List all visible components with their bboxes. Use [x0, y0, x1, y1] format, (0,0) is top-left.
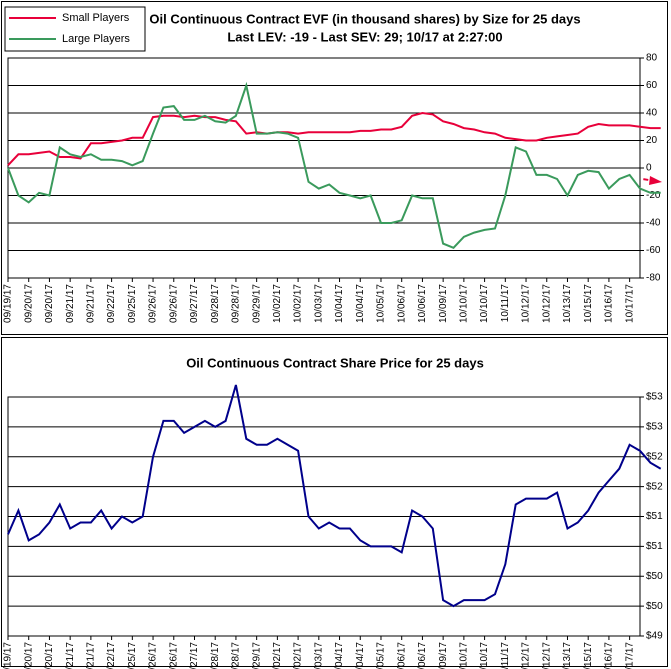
y-tick-label: $50 [646, 601, 663, 612]
x-tick-label: 10/05/17 [376, 642, 387, 669]
y-tick-label: $51 [646, 511, 663, 522]
y-tick-label: -60 [646, 245, 661, 256]
x-tick-label: 09/20/17 [23, 642, 34, 669]
chart-title: Oil Continuous Contract Share Price for … [186, 355, 484, 370]
x-tick-label: 09/22/17 [106, 284, 117, 323]
x-tick-label: 09/21/17 [86, 284, 97, 323]
x-tick-label: 10/02/17 [272, 284, 283, 323]
x-tick-label: 09/28/17 [210, 642, 221, 669]
x-tick-label: 10/10/17 [459, 642, 470, 669]
legend-label: Large Players [62, 33, 130, 45]
x-tick-label: 10/04/17 [355, 642, 366, 669]
x-tick-label: 09/27/17 [189, 284, 200, 323]
y-tick-label: $49 [646, 631, 663, 642]
x-tick-label: 10/11/17 [500, 642, 511, 669]
x-tick-label: 10/12/17 [541, 284, 552, 323]
y-tick-label: 40 [646, 108, 658, 119]
x-tick-label: 10/05/17 [376, 284, 387, 323]
x-tick-label: 10/04/17 [334, 642, 345, 669]
x-tick-label: 10/06/17 [417, 642, 428, 669]
x-tick-label: 09/25/17 [127, 284, 138, 323]
x-tick-label: 09/25/17 [127, 642, 138, 669]
chart-title: Oil Continuous Contract EVF (in thousand… [149, 11, 580, 26]
x-tick-label: 10/06/17 [396, 642, 407, 669]
x-tick-label: 09/26/17 [168, 642, 179, 669]
x-tick-label: 10/02/17 [272, 642, 283, 669]
x-tick-label: 10/13/17 [562, 642, 573, 669]
x-tick-label: 10/16/17 [604, 284, 615, 323]
legend-label: Small Players [62, 12, 130, 24]
panel-border [1, 1, 668, 335]
x-tick-label: 10/17/17 [624, 642, 635, 669]
y-tick-label: 80 [646, 53, 658, 64]
y-tick-label: $52 [646, 451, 663, 462]
x-tick-label: 10/06/17 [396, 284, 407, 323]
x-tick-label: 10/11/17 [500, 284, 511, 323]
x-tick-label: 10/02/17 [293, 284, 304, 323]
trend-arrow [649, 176, 662, 185]
x-tick-label: 09/21/17 [65, 642, 76, 669]
y-tick-label: -20 [646, 190, 661, 201]
series-line [7, 111, 661, 166]
x-tick-label: 10/04/17 [334, 284, 345, 323]
x-tick-label: 09/20/17 [44, 642, 55, 669]
x-tick-label: 09/26/17 [148, 642, 159, 669]
x-tick-label: 10/17/17 [624, 284, 635, 323]
y-tick-label: -80 [646, 273, 661, 284]
y-tick-label: $51 [646, 541, 663, 552]
x-tick-label: 10/10/17 [479, 642, 490, 669]
x-tick-label: 10/12/17 [521, 642, 532, 669]
y-tick-label: $53 [646, 422, 663, 433]
x-tick-label: 09/28/17 [231, 642, 242, 669]
x-tick-label: 10/10/17 [479, 284, 490, 323]
y-tick-label: $52 [646, 481, 663, 492]
y-tick-label: $53 [646, 392, 663, 403]
x-tick-label: 09/19/17 [3, 642, 14, 669]
x-tick-label: 09/27/17 [189, 642, 200, 669]
x-tick-label: 10/04/17 [355, 284, 366, 323]
y-tick-label: 0 [646, 163, 652, 174]
series-line [7, 384, 662, 608]
x-tick-label: 10/09/17 [438, 284, 449, 323]
x-tick-label: 10/06/17 [417, 284, 428, 323]
x-tick-label: 09/26/17 [168, 284, 179, 323]
x-tick-label: 09/29/17 [251, 642, 262, 669]
x-tick-label: 09/21/17 [86, 642, 97, 669]
x-tick-label: 10/09/17 [438, 642, 449, 669]
series-line [7, 81, 661, 249]
y-tick-label: $50 [646, 571, 663, 582]
x-tick-label: 10/12/17 [541, 642, 552, 669]
x-tick-label: 10/16/17 [604, 642, 615, 669]
x-tick-label: 10/03/17 [313, 642, 324, 669]
x-tick-label: 10/02/17 [293, 642, 304, 669]
x-tick-label: 10/13/17 [562, 284, 573, 323]
legend-box [4, 6, 146, 52]
x-tick-label: 10/15/17 [583, 284, 594, 323]
x-tick-label: 09/21/17 [65, 284, 76, 323]
x-tick-label: 09/28/17 [210, 284, 221, 323]
x-tick-label: 09/28/17 [231, 284, 242, 323]
x-tick-label: 09/29/17 [251, 284, 262, 323]
x-tick-label: 09/20/17 [23, 284, 34, 323]
x-tick-label: 09/26/17 [148, 284, 159, 323]
y-tick-label: 60 [646, 80, 658, 91]
x-tick-label: 10/12/17 [521, 284, 532, 323]
y-tick-label: -40 [646, 218, 661, 229]
chart-subtitle: Last LEV: -19 - Last SEV: 29; 10/17 at 2… [227, 29, 502, 44]
x-tick-label: 09/19/17 [3, 284, 14, 323]
y-tick-label: 20 [646, 135, 658, 146]
x-tick-label: 09/22/17 [106, 642, 117, 669]
panel-border [1, 337, 668, 667]
x-tick-label: 10/10/17 [459, 284, 470, 323]
x-tick-label: 09/20/17 [44, 284, 55, 323]
x-tick-label: 10/03/17 [313, 284, 324, 323]
x-tick-label: 10/15/17 [583, 642, 594, 669]
